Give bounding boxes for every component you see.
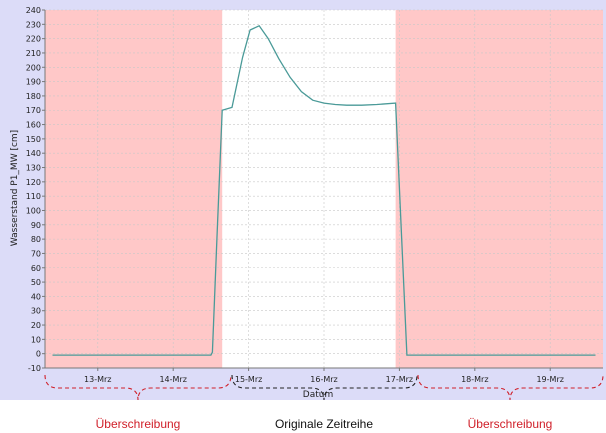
- x-tick-label: 15-Mrz: [235, 375, 262, 384]
- y-tick-label: 140: [26, 149, 41, 158]
- y-tick-label: 60: [31, 264, 41, 273]
- y-tick-label: 120: [26, 178, 41, 187]
- brace-left: [44, 374, 232, 401]
- y-tick-label: 150: [26, 135, 41, 144]
- x-tick-label: 18-Mrz: [461, 375, 488, 384]
- shaded-region-0: [45, 10, 223, 368]
- brace-right: [417, 374, 604, 401]
- x-tick-labels: 13-Mrz 14-Mrz 15-Mrz 16-Mrz 17-Mrz 18-Mrz 19-M…: [84, 368, 564, 384]
- y-axis-label: Wasserstand P1_MW [cm]: [10, 130, 20, 246]
- y-tick-labels: -10 0 10 20 30 40 50 60 70 80 90 100 110 120 130 140 150…: [26, 6, 45, 373]
- x-tick-label: 13-Mrz: [84, 375, 111, 384]
- y-tick-label: 40: [31, 292, 41, 301]
- y-tick-label: 180: [26, 92, 41, 101]
- y-tick-label: 190: [26, 78, 41, 87]
- x-axis-label: Datum: [303, 390, 333, 400]
- y-tick-label: 110: [26, 192, 41, 201]
- y-tick-label: 90: [31, 221, 41, 230]
- annotation-middle: Originale Zeitreihe: [275, 417, 373, 431]
- y-tick-label: 200: [26, 63, 41, 72]
- x-tick-label: 14-Mrz: [159, 375, 186, 384]
- x-tick-label: 19-Mrz: [536, 375, 563, 384]
- x-tick-label: 17-Mrz: [386, 375, 413, 384]
- y-tick-label: 130: [26, 164, 41, 173]
- y-tick-label: -10: [28, 364, 41, 373]
- annotation-right: Überschreibung: [468, 417, 553, 431]
- shaded-region-1: [395, 10, 603, 368]
- y-tick-label: 230: [26, 20, 41, 29]
- y-tick-label: 50: [31, 278, 41, 287]
- y-tick-label: 30: [31, 307, 41, 316]
- brace-middle: [231, 374, 418, 401]
- y-tick-label: 10: [31, 335, 41, 344]
- annotation-left: Überschreibung: [96, 417, 181, 431]
- y-tick-label: 240: [26, 6, 41, 15]
- y-tick-label: 220: [26, 35, 41, 44]
- series-line-layer: [52, 24, 596, 356]
- y-tick-label: 100: [26, 206, 41, 215]
- y-tick-label: 80: [31, 235, 41, 244]
- y-tick-label: 70: [31, 249, 41, 258]
- y-tick-label: 160: [26, 121, 41, 130]
- x-tick-label: 16-Mrz: [310, 375, 337, 384]
- y-tick-label: 210: [26, 49, 41, 58]
- series-line-0: [52, 24, 596, 356]
- y-tick-label: 170: [26, 106, 41, 115]
- annotation-braces: [44, 374, 604, 401]
- y-tick-label: 20: [31, 321, 41, 330]
- y-tick-label: 0: [36, 350, 41, 359]
- shaded-regions: [45, 10, 603, 368]
